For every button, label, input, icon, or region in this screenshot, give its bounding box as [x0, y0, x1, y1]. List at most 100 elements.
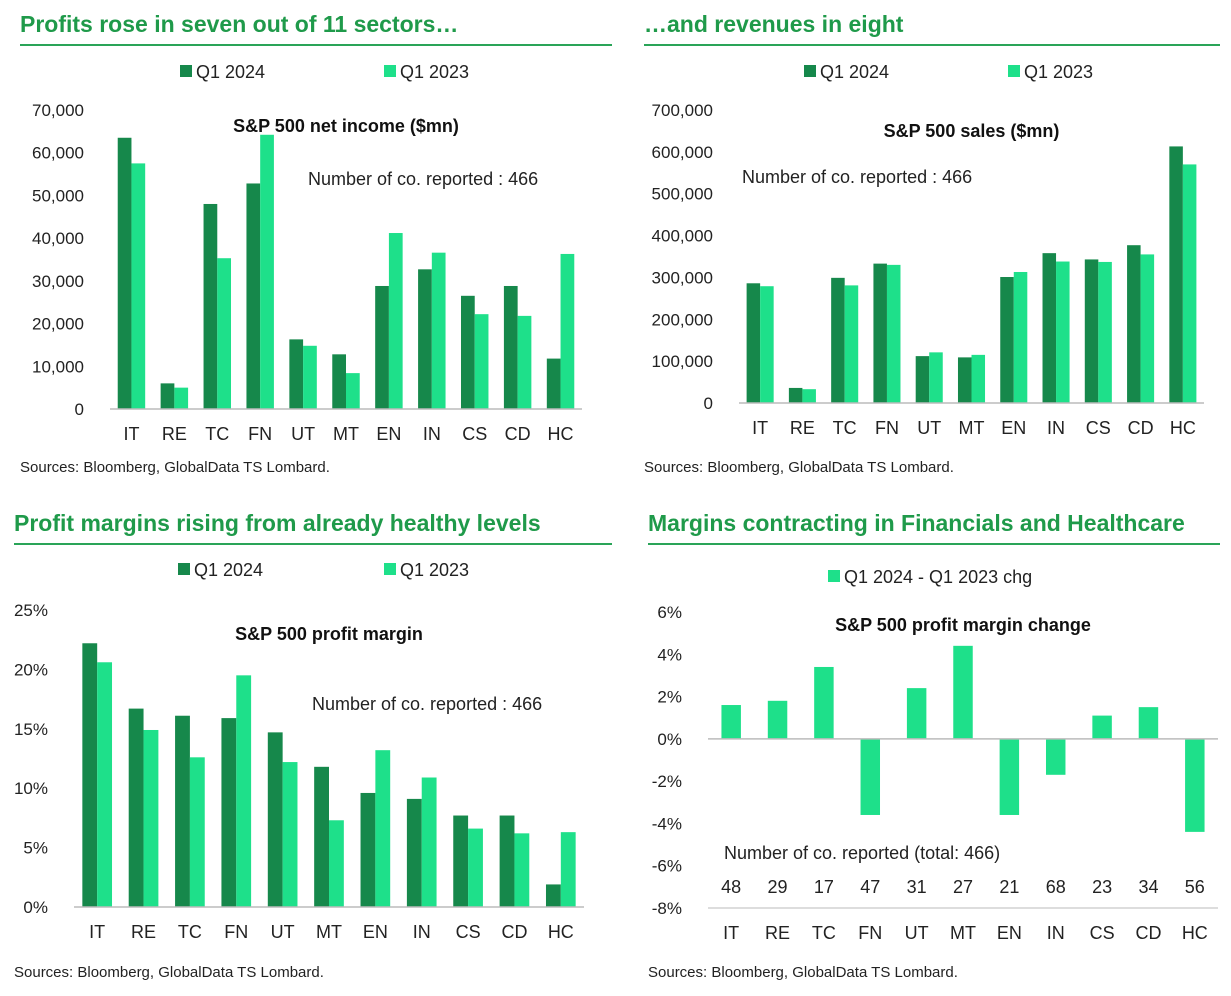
bar: [314, 766, 329, 907]
x-tick-label: MT: [333, 424, 359, 444]
y-tick-label: 40,000: [32, 229, 84, 248]
annotation-text: Number of co. reported : 466: [312, 694, 542, 714]
legend-label: Q1 2024: [196, 62, 265, 82]
bar: [329, 820, 344, 907]
bar: [886, 264, 901, 403]
legend-label: Q1 2023: [400, 560, 469, 580]
bar: [375, 285, 389, 409]
x-tick-label: EN: [997, 923, 1022, 943]
x-tick-label: TC: [812, 923, 836, 943]
chart-title: S&P 500 profit margin change: [835, 615, 1091, 635]
y-tick-label: -2%: [652, 772, 682, 791]
y-tick-label: 0: [75, 400, 84, 419]
bar: [953, 645, 973, 739]
bar: [174, 387, 189, 409]
panel-margin-change: Margins contracting in Financials and He…: [648, 509, 1220, 989]
panel-title: …and revenues in eight: [644, 10, 1220, 46]
x-tick-label: TC: [833, 418, 857, 438]
bar: [1000, 277, 1014, 403]
panel-net-income: Profits rose in seven out of 11 sectors……: [20, 10, 612, 480]
bar: [260, 134, 274, 409]
x-tick-label: HC: [1182, 923, 1208, 943]
bar: [499, 815, 515, 907]
y-tick-label: 20,000: [32, 315, 84, 334]
bar: [246, 183, 261, 409]
x-tick-label: HC: [548, 922, 574, 942]
source-note: Sources: Bloomberg, GlobalData TS Lombar…: [644, 459, 954, 476]
bar: [999, 738, 1020, 815]
bar: [431, 252, 446, 409]
bar: [560, 832, 576, 907]
source-note: Sources: Bloomberg, GlobalData TS Lombar…: [20, 459, 330, 476]
x-tick-label: CD: [501, 922, 527, 942]
bar: [802, 389, 816, 403]
bar: [860, 738, 881, 815]
legend-label: Q1 2024: [820, 62, 889, 82]
x-tick-label: UT: [905, 923, 929, 943]
bar: [131, 163, 146, 409]
x-tick-label: CD: [505, 424, 531, 444]
x-tick-label: TC: [205, 424, 229, 444]
bar: [1042, 253, 1057, 403]
x-tick-label: UT: [271, 922, 295, 942]
x-tick-label: UT: [917, 418, 941, 438]
net-income-chart: 0 10,000 20,000 30,000 40,000 50,000 60,000 70,…: [32, 62, 582, 444]
y-tick-label: 600,000: [652, 143, 713, 162]
y-tick-label: 0%: [657, 730, 682, 749]
source-note: Sources: Bloomberg, GlobalData TS Lombar…: [14, 964, 324, 981]
legend-label: Q1 2024: [194, 560, 263, 580]
x-tick-label: TC: [178, 922, 202, 942]
x-tick-label: CS: [1090, 923, 1115, 943]
y-tick-label: 10%: [14, 779, 48, 798]
bar: [844, 285, 859, 403]
company-count-label: 56: [1185, 877, 1205, 897]
bar: [97, 662, 113, 907]
x-tick-label: CS: [462, 424, 487, 444]
bar: [1056, 261, 1070, 403]
legend-swatch: [384, 563, 396, 575]
bar: [217, 258, 232, 409]
y-tick-label: 400,000: [652, 227, 713, 246]
y-tick-label: 4%: [657, 645, 682, 664]
y-tick-label: 70,000: [32, 101, 84, 120]
x-tick-label: FN: [858, 923, 882, 943]
company-count-label: 47: [860, 877, 880, 897]
company-count-label: 21: [999, 877, 1019, 897]
y-tick-label: -4%: [652, 814, 682, 833]
bar: [460, 295, 475, 409]
bar: [303, 345, 317, 409]
bar: [1127, 245, 1141, 403]
bar: [406, 798, 422, 907]
y-tick-label: 700,000: [652, 101, 713, 120]
bar: [814, 666, 834, 739]
chart-title: S&P 500 sales ($mn): [884, 121, 1060, 141]
x-tick-label: RE: [790, 418, 815, 438]
company-count-label: 68: [1046, 877, 1066, 897]
source-note: Sources: Bloomberg, GlobalData TS Lombar…: [648, 964, 958, 981]
y-tick-label: 500,000: [652, 185, 713, 204]
x-tick-label: UT: [291, 424, 315, 444]
y-tick-label: 10,000: [32, 357, 84, 376]
bar: [721, 705, 741, 739]
x-tick-label: MT: [316, 922, 342, 942]
bar: [1138, 707, 1159, 739]
legend-swatch: [804, 65, 816, 77]
company-count-label: 48: [721, 877, 741, 897]
panel-title: Margins contracting in Financials and He…: [648, 509, 1220, 545]
bar: [143, 729, 159, 907]
legend-swatch: [1008, 65, 1020, 77]
bar: [175, 715, 190, 907]
margin-change-chart: -8% -6% -4% -2% 0% 2% 4% 6% IT RE TC FN UT MT EN IN CS CD…: [652, 567, 1218, 943]
panel-title: Profits rose in seven out of 11 sectors…: [20, 10, 612, 46]
y-tick-label: 100,000: [652, 352, 713, 371]
legend-swatch: [178, 563, 190, 575]
bar: [418, 269, 432, 409]
y-tick-label: -6%: [652, 857, 682, 876]
x-tick-label: CD: [1135, 923, 1161, 943]
y-tick-label: 300,000: [652, 268, 713, 287]
x-tick-label: IN: [1047, 923, 1065, 943]
x-tick-label: FN: [875, 418, 899, 438]
x-tick-label: CS: [1086, 418, 1111, 438]
bar: [1013, 271, 1028, 403]
